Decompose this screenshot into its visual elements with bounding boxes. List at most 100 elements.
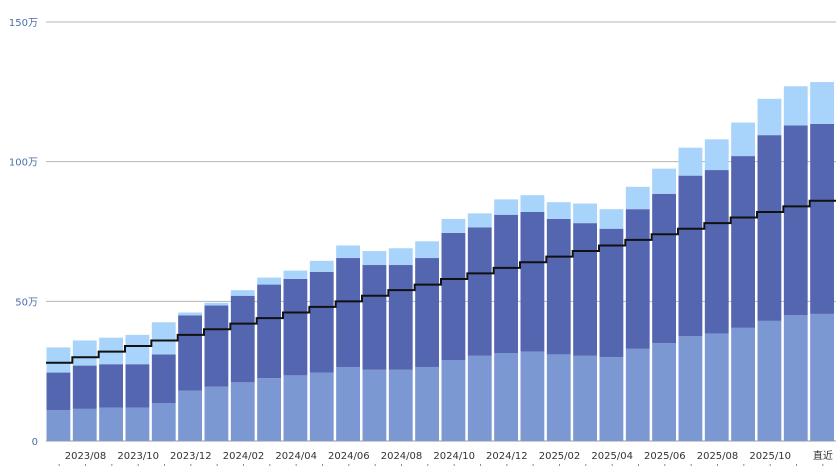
bar-segment	[678, 147, 703, 176]
bar-segment	[415, 241, 439, 259]
bar-segment	[441, 232, 466, 360]
bar-segment	[362, 265, 387, 370]
bar-segment	[731, 122, 755, 157]
bar-segment	[546, 202, 571, 219]
x-tick-label: 2025/02	[539, 451, 581, 462]
bar-segment	[178, 312, 202, 316]
bar-segment	[204, 305, 229, 387]
bar-segment	[388, 248, 413, 266]
bar-segment	[704, 333, 729, 441]
bar-segment	[336, 258, 360, 367]
bar-segment	[467, 355, 492, 441]
x-tick-label: 2024/12	[486, 451, 528, 462]
bar-segment	[520, 351, 545, 441]
bar-segment	[204, 386, 229, 441]
bar-segment	[309, 272, 334, 373]
bar-segment	[731, 156, 755, 328]
y-tick-label: 150万	[9, 18, 38, 29]
bar-segment	[309, 372, 334, 441]
bar-segment	[783, 86, 808, 126]
bar-segment	[757, 98, 782, 136]
bar-segment	[546, 354, 571, 441]
bar-segment	[599, 209, 624, 229]
x-tick-label: 2024/08	[381, 451, 423, 462]
x-tick-label: 2024/10	[433, 451, 475, 462]
bar-segment	[283, 270, 308, 279]
bar-segment	[704, 139, 729, 171]
bar-segment	[731, 327, 755, 441]
bar-segment	[573, 223, 597, 356]
bar-segment	[573, 203, 597, 224]
bar-segment	[652, 168, 676, 194]
bar-segment	[810, 82, 834, 124]
bar-segment	[151, 322, 176, 355]
bar-segment	[46, 372, 71, 411]
bar-segment	[520, 211, 545, 352]
bar-segment	[230, 382, 255, 441]
bar-segment	[125, 334, 150, 365]
bar-segment	[283, 375, 308, 441]
bar-segment	[573, 355, 597, 441]
bar-segment	[336, 245, 360, 259]
bar-segment	[678, 175, 703, 337]
bar-segment	[625, 348, 650, 441]
x-tick-label: 2024/04	[275, 451, 317, 462]
bar-segment	[230, 290, 255, 296]
y-tick-label: 0	[32, 437, 38, 448]
bar-segment	[494, 199, 518, 215]
x-tick-label: 2025/08	[697, 451, 739, 462]
bar-segment	[783, 125, 808, 316]
bar-segment	[362, 369, 387, 441]
bar-segment	[283, 278, 308, 376]
bar-segment	[757, 135, 782, 321]
bar-segment	[388, 369, 413, 441]
bar-segment	[520, 195, 545, 212]
bar-segment	[178, 390, 202, 441]
bar-segment	[441, 359, 466, 441]
bar-segment	[810, 313, 834, 441]
bar-segment	[652, 343, 676, 441]
x-tick-label: 2025/04	[591, 451, 633, 462]
bar-segment	[415, 366, 439, 441]
bar-segment	[704, 170, 729, 334]
bar-segment	[388, 265, 413, 370]
bar-segment	[230, 295, 255, 383]
step-line	[46, 199, 836, 364]
bar-segment	[467, 227, 492, 356]
bar-segment	[599, 357, 624, 441]
x-tick-label: 直近	[813, 449, 833, 462]
x-tick-label: 2024/02	[223, 451, 265, 462]
bar-segment	[257, 378, 281, 441]
bar-segment	[46, 347, 71, 373]
x-tick-label: 2023/10	[117, 451, 159, 462]
x-tick-label: 2024/06	[328, 451, 370, 462]
bar-segment	[415, 258, 439, 367]
bar-segment	[72, 365, 97, 409]
bar-segment	[72, 408, 97, 441]
bar-segment	[99, 364, 123, 408]
bar-segment	[625, 209, 650, 349]
bar-segment	[810, 123, 834, 314]
x-tick-label: 2023/08	[65, 451, 107, 462]
bar-segment	[72, 340, 97, 366]
bar-segment	[494, 353, 518, 441]
bar-segment	[362, 251, 387, 266]
bar-segment	[546, 218, 571, 355]
bar-segment	[125, 364, 150, 408]
bar-segment	[46, 410, 71, 441]
bar-segment	[178, 315, 202, 391]
bar-segment	[467, 213, 492, 228]
bar-segment	[757, 320, 782, 441]
bar-segment	[99, 407, 123, 441]
bar-segment	[783, 315, 808, 441]
bar-segment	[494, 214, 518, 354]
bar-segment	[441, 218, 466, 233]
bar-segment	[309, 260, 334, 273]
bar-segment	[678, 336, 703, 441]
bar-segment	[125, 407, 150, 441]
y-tick-label: 100万	[9, 158, 38, 169]
bar-segment	[257, 277, 281, 285]
bar-segment	[204, 302, 229, 306]
